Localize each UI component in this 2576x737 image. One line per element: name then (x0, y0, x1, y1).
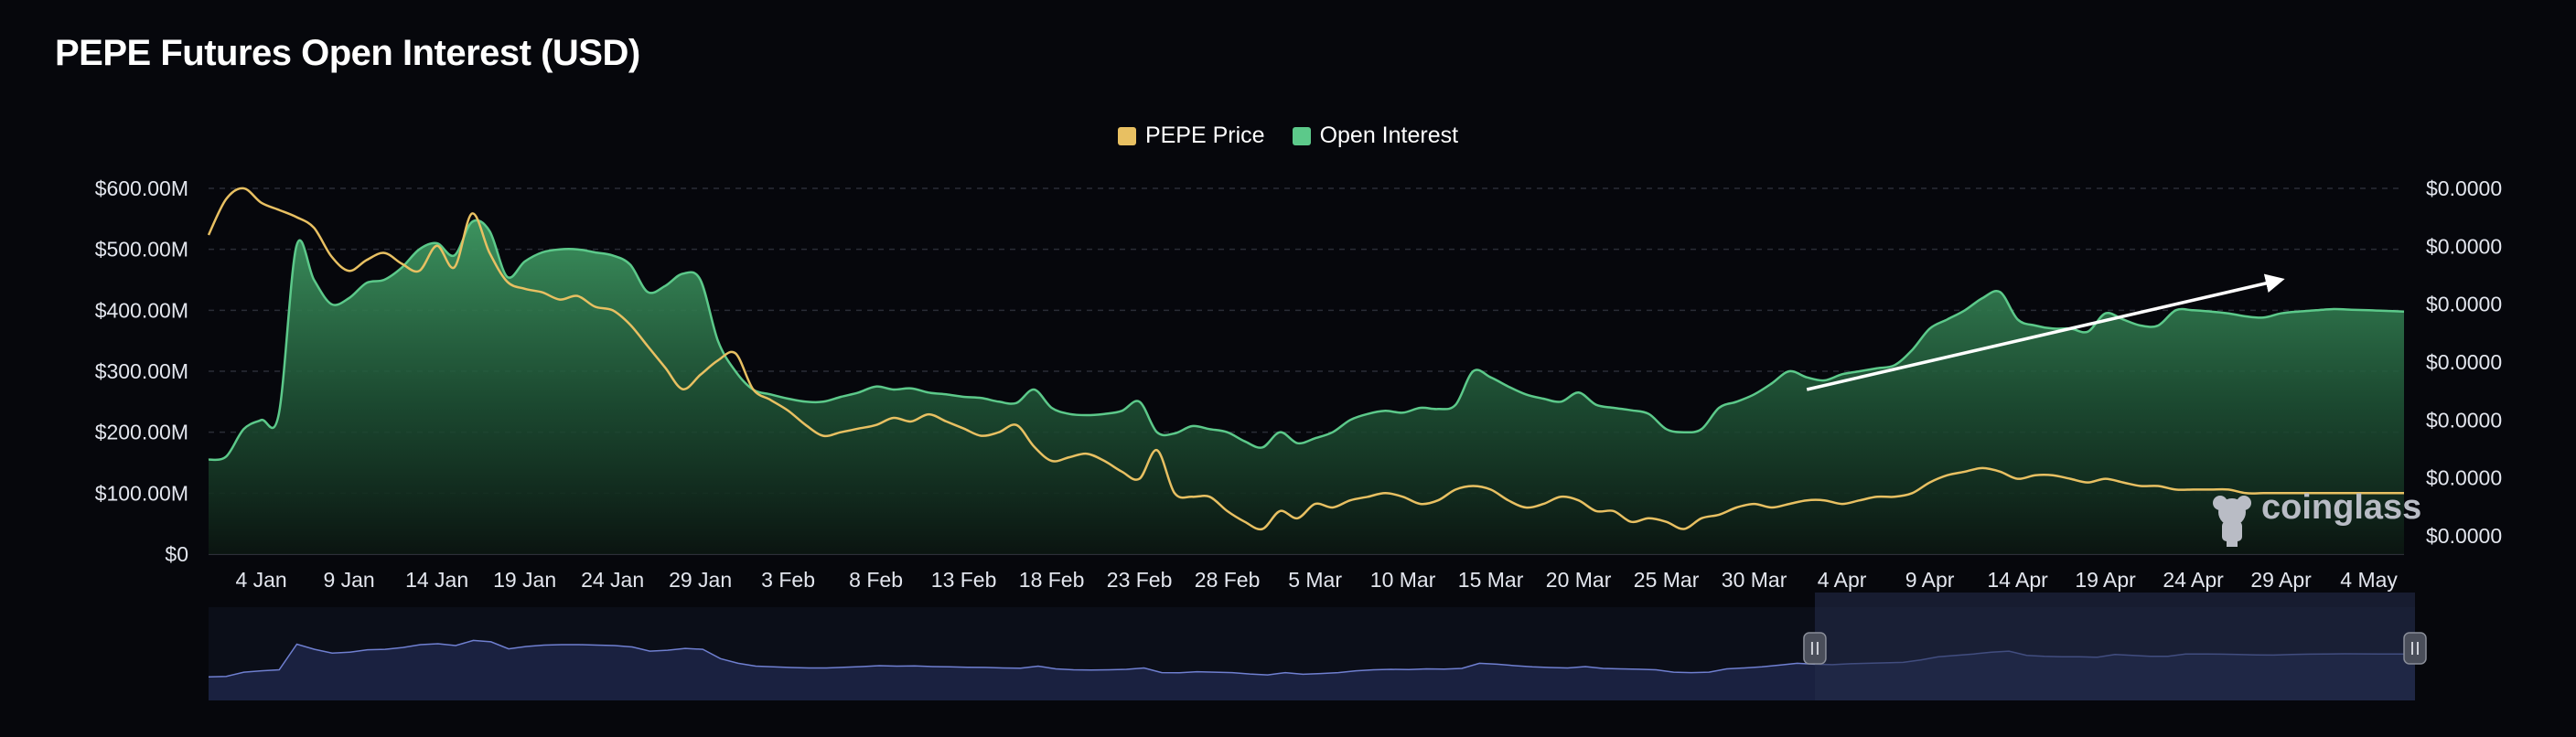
x-tick-label: 4 Jan (235, 568, 286, 592)
open-interest-series (208, 219, 2405, 555)
x-tick-label: 4 May (2340, 568, 2398, 592)
open-interest-area (209, 219, 2404, 555)
navigator-left-handle[interactable] (1803, 632, 1827, 665)
legend-item-price[interactable]: PEPE Price (1117, 123, 1265, 149)
legend-label-price: PEPE Price (1144, 123, 1265, 148)
x-tick-label: 15 Mar (1458, 568, 1524, 592)
x-tick-label: 9 Apr (1905, 568, 1955, 592)
x-tick-label: 24 Jan (581, 568, 644, 592)
y-right-tick-label: $0.0000 (2426, 350, 2502, 374)
y-right-tick-label: $0.0000 (2426, 524, 2502, 548)
trend-arrow (1806, 273, 2285, 391)
watermark: coinglass (2213, 488, 2421, 547)
x-tick-label: 5 Mar (1288, 568, 1342, 592)
price-series (207, 187, 2404, 531)
x-tick-label: 20 Mar (1546, 568, 1612, 592)
legend-item-open-interest[interactable]: Open Interest (1292, 123, 1459, 149)
x-tick-label: 23 Feb (1107, 568, 1173, 592)
y-right-tick-label: $0.0000 (2426, 408, 2502, 432)
page-title: PEPE Futures Open Interest (USD) (55, 33, 640, 73)
left-axis: $0 $100.00M $200.00M $300.00M $400.00M $500.0… (95, 176, 188, 566)
frog-mascot-icon (2213, 496, 2251, 547)
x-tick-label: 29 Apr (2250, 568, 2312, 592)
y-right-tick-label: $0.0000 (2426, 176, 2502, 200)
x-tick-label: 10 Mar (1370, 568, 1436, 592)
price-line (207, 187, 2404, 531)
navigator-right-handle[interactable] (2403, 632, 2427, 665)
x-tick-label: 24 Apr (2163, 568, 2224, 592)
y-right-tick-label: $0.0000 (2426, 466, 2502, 490)
x-tick-label: 14 Apr (1987, 568, 2048, 592)
y-left-tick-label: $200.00M (95, 421, 188, 444)
x-tick-label: 19 Apr (2075, 568, 2136, 592)
navigator-selected-window[interactable] (1814, 593, 2415, 700)
x-tick-label: 14 Jan (405, 568, 468, 592)
trend-arrow-line (1806, 273, 2285, 391)
x-tick-label: 3 Feb (761, 568, 815, 592)
legend-swatch-open-interest (1292, 126, 1311, 145)
chart-legend: PEPE Price Open Interest (0, 123, 2576, 149)
x-tick-label: 28 Feb (1195, 568, 1261, 592)
x-tick-label: 18 Feb (1019, 568, 1085, 592)
legend-label-open-interest: Open Interest (1319, 123, 1459, 148)
x-tick-label: 29 Jan (669, 568, 732, 592)
y-left-tick-label: $0 (165, 542, 188, 566)
watermark-text: coinglass (2261, 488, 2421, 527)
x-tick-label: 4 Apr (1818, 568, 1867, 592)
open-interest-line (208, 219, 2405, 462)
x-tick-label: 9 Jan (323, 568, 374, 592)
y-left-tick-label: $500.00M (95, 238, 188, 262)
x-tick-label: 19 Jan (493, 568, 556, 592)
right-axis: $0.0000 $0.0000 $0.0000 $0.0000 $0.0000 $0.00… (2426, 176, 2502, 548)
y-right-tick-label: $0.0000 (2426, 234, 2502, 258)
y-left-tick-label: $400.00M (95, 298, 188, 322)
y-left-tick-label: $300.00M (95, 359, 188, 383)
x-tick-label: 30 Mar (1722, 568, 1787, 592)
y-left-tick-label: $600.00M (95, 176, 188, 200)
x-tick-label: 8 Feb (849, 568, 903, 592)
x-tick-label: 13 Feb (931, 568, 997, 592)
x-tick-label: 25 Mar (1634, 568, 1700, 592)
y-left-tick-label: $100.00M (95, 481, 188, 505)
y-right-tick-label: $0.0000 (2426, 293, 2502, 316)
grip-handle-icon (2403, 632, 2427, 665)
legend-swatch-price (1117, 126, 1136, 145)
grip-handle-icon (1803, 632, 1827, 665)
x-axis: 4 Jan 9 Jan 14 Jan 19 Jan 24 Jan 29 Jan 3 Feb 8… (235, 568, 2398, 592)
range-navigator[interactable] (208, 593, 2427, 700)
